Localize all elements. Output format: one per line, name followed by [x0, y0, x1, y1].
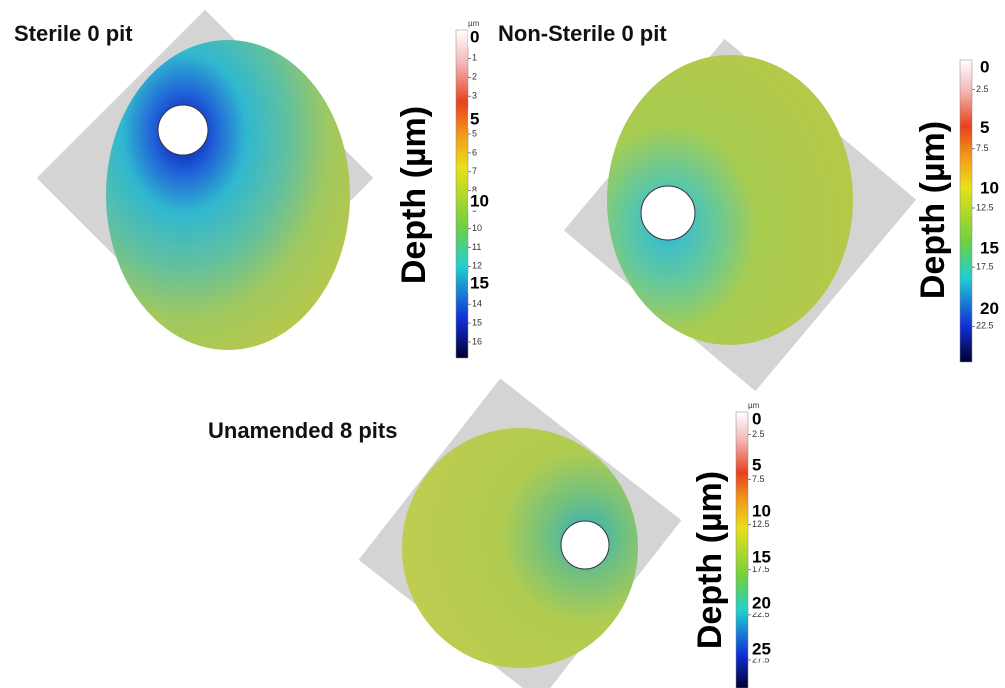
axis-label: Depth (µm)	[395, 106, 433, 284]
small-tick-label: 7	[472, 166, 477, 176]
big-tick-label: 25	[752, 639, 771, 658]
big-tick-label: 5	[980, 118, 989, 137]
small-tick-label: 12.5	[752, 519, 770, 529]
small-tick-label: 7.5	[752, 474, 765, 484]
big-tick-label: 15	[980, 239, 999, 258]
small-tick-label: 11	[472, 242, 481, 252]
big-tick-label: 20	[752, 593, 771, 612]
panel-title: Sterile 0 pit	[14, 21, 133, 46]
big-tick-label: 15	[470, 273, 489, 292]
big-tick-label: 10	[980, 178, 999, 197]
small-tick-label: 12	[472, 261, 482, 271]
axis-label: Depth (µm)	[914, 121, 952, 299]
sample-disk	[106, 40, 350, 350]
small-tick-label: 22.5	[976, 321, 994, 331]
panel-title: Unamended 8 pits	[208, 418, 397, 443]
small-tick-label: 1	[472, 53, 477, 63]
small-tick-label: 15	[472, 317, 482, 327]
small-tick-label: 12.5	[976, 202, 994, 212]
small-tick-label: 17.5	[976, 262, 994, 272]
small-tick-label: 16	[472, 336, 482, 346]
small-tick-label: 2.5	[752, 429, 765, 439]
small-tick-label: 2.5	[976, 84, 989, 94]
big-tick-label: 10	[470, 191, 489, 210]
axis-label: Depth (µm)	[691, 471, 729, 649]
pit-hole	[158, 105, 208, 155]
big-tick-label: 0	[470, 27, 479, 46]
small-tick-label: 6	[472, 147, 477, 157]
colorbar	[960, 60, 972, 362]
colorbar	[456, 30, 468, 358]
big-tick-label: 20	[980, 299, 999, 318]
pit-hole	[641, 186, 695, 240]
figure: Sterile 0 pitDepth (µm)µm012345678910111…	[0, 0, 1005, 688]
big-tick-label: 0	[752, 409, 761, 428]
big-tick-label: 10	[752, 501, 771, 520]
small-tick-label: 14	[472, 299, 482, 309]
small-tick-label: 3	[472, 91, 477, 101]
big-tick-label: 5	[470, 109, 479, 128]
pit-hole	[561, 521, 609, 569]
small-tick-label: 2	[472, 72, 477, 82]
big-tick-label: 0	[980, 57, 989, 76]
small-tick-label: 10	[472, 223, 482, 233]
panel-title: Non-Sterile 0 pit	[498, 21, 667, 46]
small-tick-label: 7.5	[976, 143, 989, 153]
big-tick-label: 5	[752, 455, 761, 474]
colorbar	[736, 412, 748, 688]
big-tick-label: 15	[752, 547, 771, 566]
small-tick-label: 5	[472, 128, 477, 138]
